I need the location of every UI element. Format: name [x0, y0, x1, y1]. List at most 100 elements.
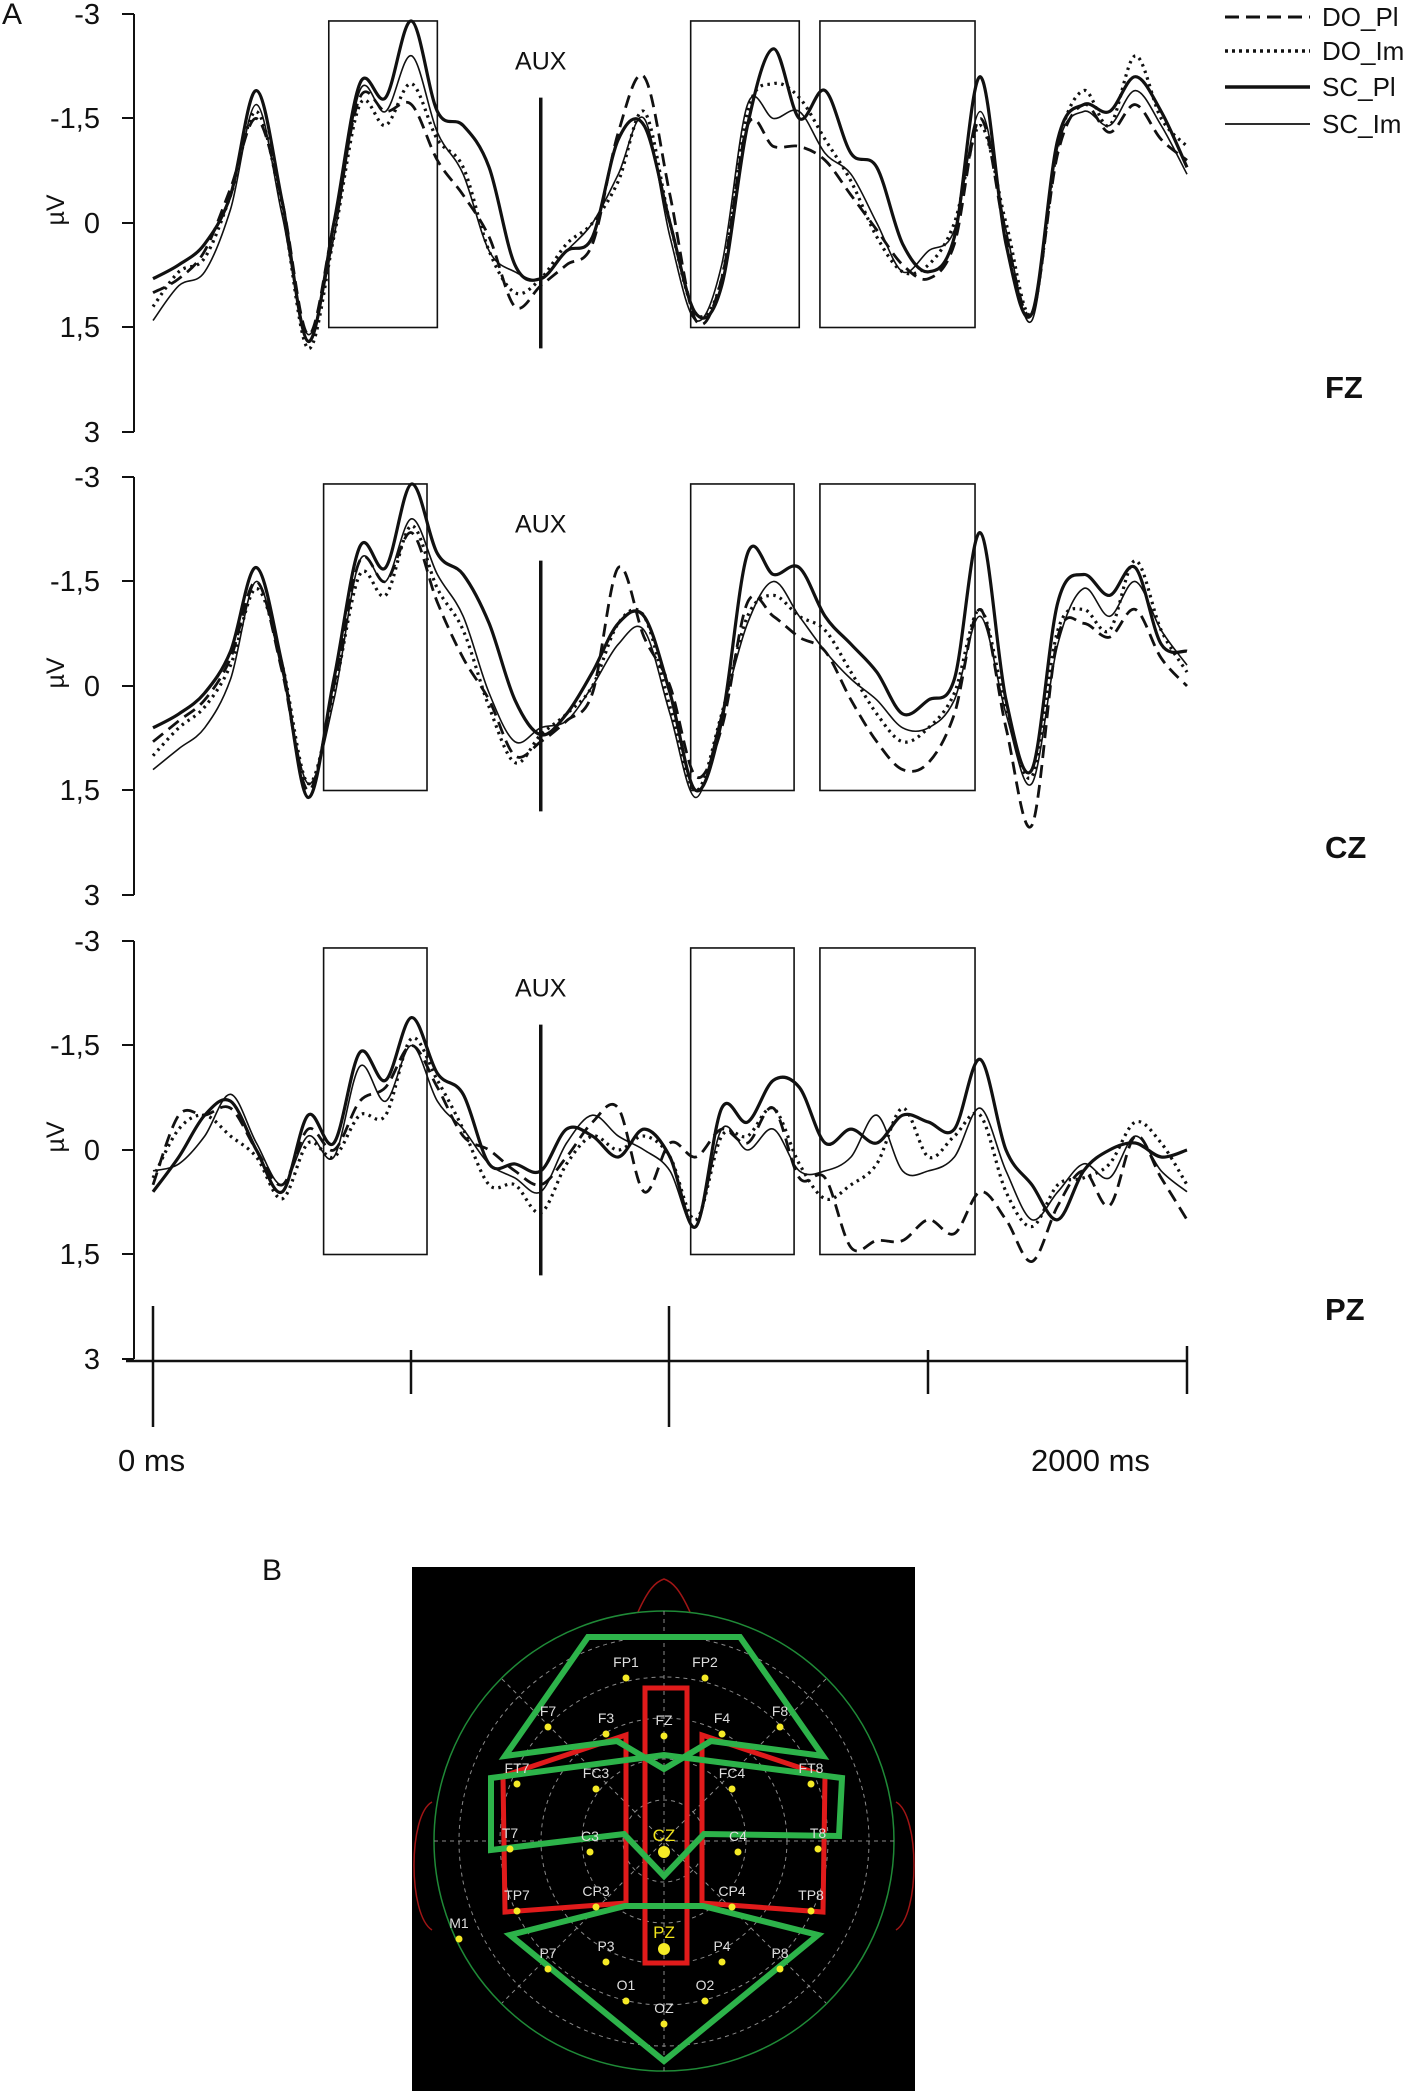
- electrode-label: M1: [449, 1915, 469, 1931]
- analysis-window: [322, 483, 428, 792]
- electrode-dot: [602, 1958, 610, 1966]
- electrode-dot: [513, 1780, 521, 1788]
- electrode-dot: [728, 1785, 736, 1793]
- electrode-dot: [544, 1723, 552, 1731]
- electrode-dot: [658, 1943, 670, 1955]
- analysis-window: [689, 20, 801, 329]
- erp-panel-cz: -3 -1,5 0 1,5 3 µV AUX CZ: [42, 462, 1366, 912]
- electrode-label: O1: [617, 1977, 636, 1993]
- electrode-dot: [660, 1732, 668, 1740]
- electrode-dot: [734, 1848, 742, 1856]
- y-tick-label: 0: [84, 671, 100, 703]
- series-line-sc-im: [152, 54, 1188, 336]
- series-line-do-im: [151, 524, 1189, 793]
- y-tick-label: 3: [84, 1344, 100, 1376]
- electrode-label-cz: CZ: [1325, 830, 1366, 865]
- central-roi: [488, 1751, 846, 1881]
- series-line-sc-im: [152, 1044, 1188, 1228]
- panel-b-label: B: [262, 1554, 282, 1587]
- analysis-windows: [322, 483, 976, 792]
- electrode-label: O2: [696, 1977, 715, 1993]
- electrode-dot: [544, 1965, 552, 1973]
- electrode-dot: [455, 1935, 463, 1943]
- legend-label-do-pl: DO_Pl: [1322, 2, 1399, 32]
- legend-label-sc-pl: SC_Pl: [1322, 72, 1396, 102]
- series-line-do-im: [151, 54, 1189, 351]
- aux-marker: AUX: [515, 511, 567, 812]
- right-ear-outline: [895, 1801, 915, 1931]
- electrode-label: F7: [540, 1703, 557, 1719]
- y-tick-label: -1,5: [50, 566, 100, 598]
- electrode-label: CP3: [582, 1883, 609, 1899]
- y-axis: -3 -1,5 0 1,5 3 µV: [42, 926, 135, 1376]
- frontal-roi: [498, 1634, 830, 1773]
- time-end-label: 2000 ms: [1031, 1443, 1150, 1478]
- electrode-dot: [513, 1907, 521, 1915]
- electrode-label: C3: [581, 1828, 599, 1844]
- electrode-dot: [701, 1674, 709, 1682]
- electrode-dot: [660, 2020, 668, 2028]
- left-ear-outline: [413, 1801, 433, 1931]
- analysis-windows: [327, 20, 976, 329]
- electrode-dot: [814, 1845, 822, 1853]
- analysis-window: [689, 483, 795, 792]
- electrode-label: FC3: [583, 1765, 610, 1781]
- electrode-label: F8: [772, 1703, 789, 1719]
- electrode-dot: [592, 1785, 600, 1793]
- electrode-dot: [718, 1958, 726, 1966]
- electrode-label: T8: [810, 1825, 827, 1841]
- analysis-window: [819, 947, 976, 1256]
- electrode-dot: [701, 1997, 709, 2005]
- y-axis: -3 -1,5 0 1,5 3 µV: [42, 462, 135, 912]
- electrode-label: CZ: [653, 1826, 676, 1845]
- parietal-occipital-roi: [503, 1903, 825, 2065]
- time-start-label: 0 ms: [118, 1443, 185, 1478]
- analysis-window: [819, 483, 976, 792]
- electrode-label-fz: FZ: [1325, 370, 1363, 405]
- electrode-dot: [658, 1846, 670, 1858]
- electrode-label: P8: [771, 1945, 788, 1961]
- electrode-dot: [622, 1674, 630, 1682]
- electrode-label: FZ: [655, 1712, 673, 1728]
- series-line-sc-pl: [151, 1016, 1188, 1229]
- analysis-window: [819, 20, 976, 329]
- electrode-dot: [506, 1845, 514, 1853]
- series-line-do-pl: [152, 531, 1189, 829]
- analysis-window: [322, 947, 428, 1256]
- y-tick-label: 1,5: [60, 312, 100, 344]
- electrode-dot: [807, 1907, 815, 1915]
- y-tick-label: -3: [74, 926, 100, 958]
- series-line-sc-pl: [152, 482, 1188, 800]
- y-tick-label: 1,5: [60, 1239, 100, 1271]
- electrode-label: FC4: [719, 1765, 746, 1781]
- electrode-dot: [807, 1780, 815, 1788]
- y-tick-label: 0: [84, 1135, 100, 1167]
- series-line-sc-im: [152, 518, 1188, 799]
- electrode-label: CP4: [718, 1883, 745, 1899]
- electrode-dot: [602, 1730, 610, 1738]
- series-line-do-pl: [151, 1044, 1189, 1263]
- green-roi-outlines: [488, 1634, 846, 2065]
- electrode-label: TP8: [798, 1887, 824, 1903]
- electrode-label: F3: [598, 1710, 615, 1726]
- y-axis-unit: µV: [42, 194, 70, 225]
- y-tick-label: 0: [84, 208, 100, 240]
- erp-series: [151, 482, 1189, 829]
- electrode-label: FP1: [613, 1654, 639, 1670]
- electrode-label: P7: [539, 1945, 556, 1961]
- aux-label: AUX: [515, 975, 567, 1003]
- electrode-dot: [718, 1730, 726, 1738]
- electrode-map: FP1 FP2 F7 F3 FZ F4 F8 FT7 FC3 FC4 FT8 T7 C3 CZ C4 T8 TP…: [412, 1567, 915, 2091]
- analysis-windows: [322, 947, 976, 1256]
- erp-panel-pz: -3 -1,5 0 1,5 3 µV AUX PZ: [42, 926, 1365, 1376]
- series-line-do-im: [151, 1036, 1189, 1229]
- y-tick-label: -1,5: [50, 103, 100, 135]
- nose-outline: [637, 1578, 691, 1613]
- legend: DO_Pl DO_Im SC_Pl SC_Im: [1225, 2, 1404, 139]
- series-line-sc-pl: [152, 19, 1189, 344]
- aux-label: AUX: [515, 48, 567, 76]
- electrode-label: TP7: [504, 1887, 530, 1903]
- analysis-window: [689, 947, 795, 1256]
- electrode-label: FP2: [692, 1654, 718, 1670]
